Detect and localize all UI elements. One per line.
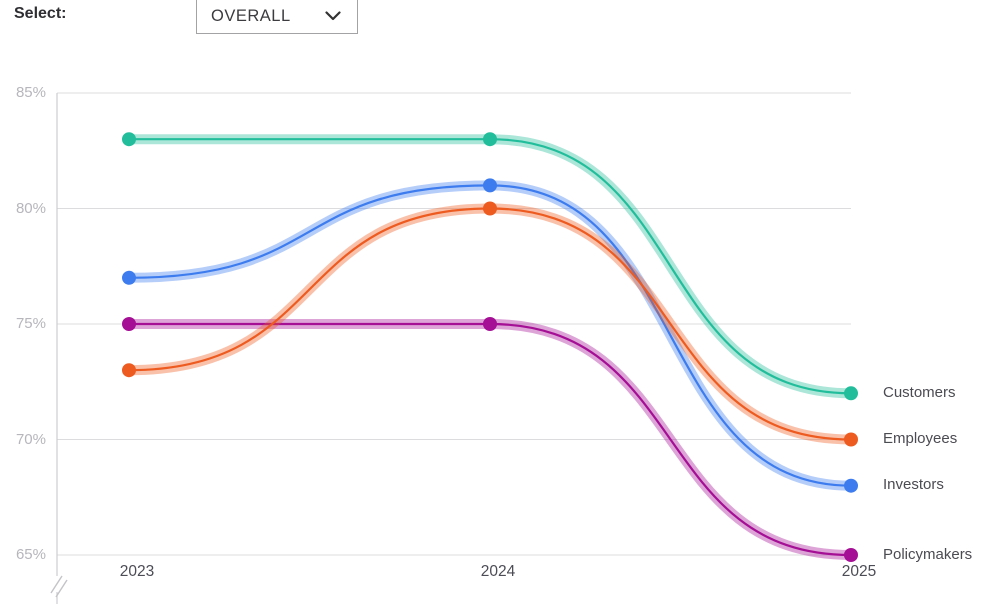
- x-tick-label: 2025: [841, 563, 877, 580]
- data-point: [122, 132, 136, 147]
- overall-dropdown[interactable]: OVERALL: [196, 0, 358, 34]
- x-tick-label: 2023: [119, 563, 155, 580]
- chevron-down-icon: [325, 11, 341, 21]
- data-point: [122, 270, 136, 285]
- series-customers: [122, 132, 858, 401]
- data-point: [844, 478, 858, 493]
- data-point: [844, 386, 858, 401]
- y-tick-label: 75%: [15, 315, 46, 332]
- axis-break-icon: [50, 575, 68, 598]
- y-tick-label: 80%: [15, 200, 46, 217]
- data-point: [122, 317, 136, 331]
- series-investors: [122, 178, 858, 493]
- data-point: [483, 132, 497, 147]
- data-point: [483, 317, 497, 331]
- data-point: [483, 201, 497, 216]
- y-tick-label: 85%: [15, 84, 46, 101]
- dropdown-selected-value: OVERALL: [211, 6, 291, 25]
- legend-label-customers: Customers: [883, 384, 956, 401]
- data-point: [122, 363, 136, 378]
- series-layer: [122, 132, 858, 562]
- select-label: Select:: [14, 5, 67, 22]
- legend-label-policymakers: Policymakers: [883, 546, 973, 563]
- series-employees: [122, 201, 858, 447]
- data-point: [844, 432, 858, 447]
- data-point: [483, 178, 497, 193]
- legend-label-employees: Employees: [883, 430, 958, 447]
- y-tick-label: 70%: [15, 431, 46, 448]
- y-tick-label: 65%: [15, 546, 46, 563]
- data-point: [844, 548, 858, 562]
- legend-label-investors: Investors: [883, 476, 944, 493]
- x-tick-label: 2024: [480, 563, 516, 580]
- gridlines: [57, 92, 851, 556]
